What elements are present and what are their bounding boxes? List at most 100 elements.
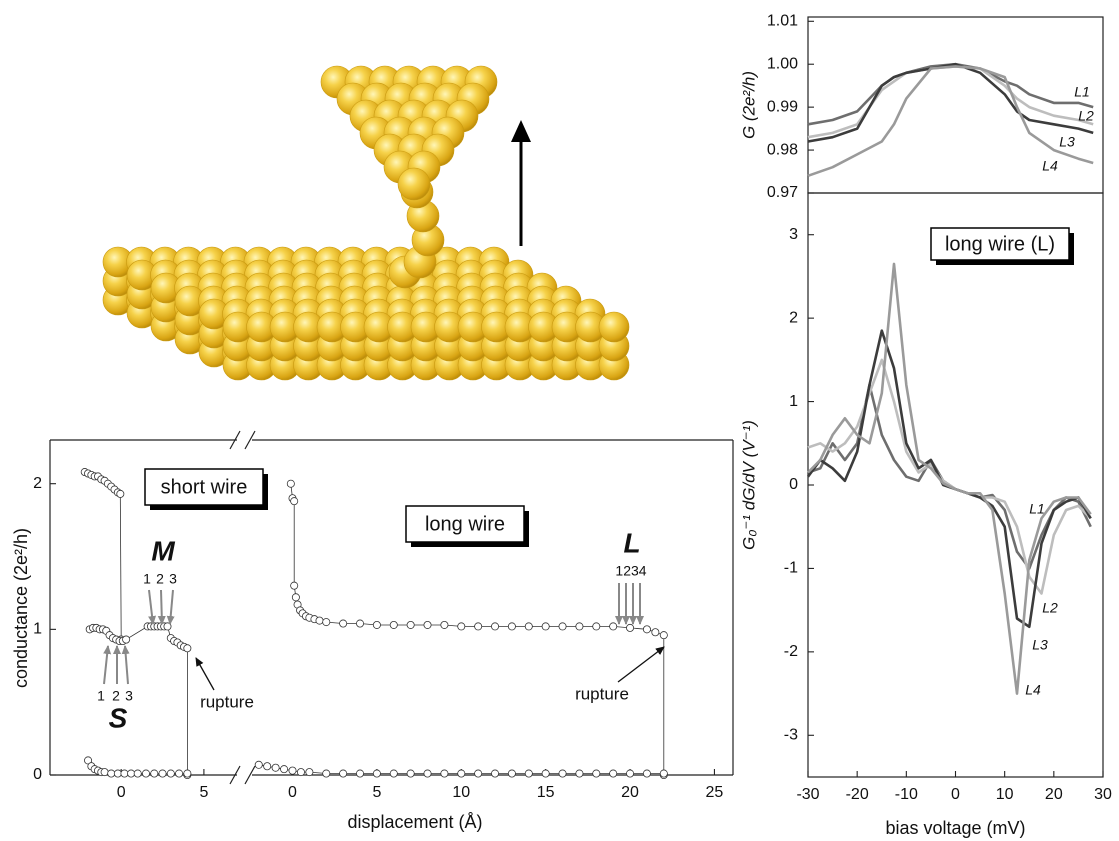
trace-number: 1234: [615, 563, 646, 579]
data-point: [183, 644, 192, 653]
data-point: [290, 581, 299, 590]
data-point: [166, 769, 175, 778]
data-point: [609, 622, 618, 631]
data-point: [423, 769, 432, 778]
x-tick-label: 20: [621, 784, 639, 801]
data-point: [322, 769, 331, 778]
data-point: [339, 769, 348, 778]
data-point: [116, 489, 125, 498]
data-point: [507, 622, 516, 631]
label-box: [144, 468, 264, 506]
data-point: [315, 616, 324, 625]
data-point: [290, 497, 299, 506]
x-tick-label: 10: [996, 786, 1014, 803]
x-tick-label: 20: [1045, 786, 1063, 803]
data-point: [372, 769, 381, 778]
arrow: [195, 657, 215, 691]
y-tick-label: 1.00: [767, 55, 798, 72]
data-point: [457, 769, 466, 778]
arrow: [103, 645, 112, 685]
data-point: [141, 769, 150, 778]
plot-frame: [807, 192, 1104, 778]
data-point: [356, 769, 365, 778]
series-label: L1: [1029, 501, 1045, 517]
axis-break: [229, 430, 241, 450]
series-label: L2: [1078, 108, 1094, 124]
x-tick-label: -10: [895, 786, 918, 803]
pull-arrow-head: [511, 120, 531, 142]
y-tick-label: 2: [789, 309, 798, 326]
x-tick-label: -30: [796, 786, 819, 803]
trace-number: 1: [143, 571, 151, 587]
y-axis-label: G₀⁻¹ dG/dV (V⁻¹): [739, 420, 758, 550]
data-point: [524, 622, 533, 631]
series-label: L2: [1042, 600, 1058, 616]
y-tick-label: 0.97: [767, 184, 798, 201]
data-point: [271, 763, 280, 772]
data-point: [474, 769, 483, 778]
series-line: [807, 383, 1092, 570]
data-point: [356, 619, 365, 628]
data-point: [406, 620, 415, 629]
x-tick-label: -20: [846, 786, 869, 803]
data-point: [659, 769, 668, 778]
axis-break: [229, 765, 241, 785]
data-point: [120, 769, 129, 778]
y-tick-label: 0.98: [767, 141, 798, 158]
y-tick-label: 0.99: [767, 98, 798, 115]
y-tick-label: -2: [784, 643, 798, 660]
atom: [397, 167, 431, 201]
x-axis-label: displacement (Å): [347, 812, 482, 832]
series-label: L4: [1025, 682, 1041, 698]
data-point: [158, 769, 167, 778]
data-point: [107, 769, 116, 778]
x-tick-label: 15: [537, 784, 555, 801]
data-point: [575, 769, 584, 778]
y-tick-label: 0: [33, 766, 42, 783]
data-point: [474, 622, 483, 631]
data-point: [423, 620, 432, 629]
data-point: [575, 622, 584, 631]
plateau-label: S: [109, 702, 128, 733]
x-tick-label: 5: [199, 784, 208, 801]
label-box: [930, 227, 1070, 261]
data-point: [541, 622, 550, 631]
series-line: [806, 329, 1092, 629]
data-point: [280, 765, 289, 774]
data-point: [659, 631, 668, 640]
y-tick-label: 1.01: [767, 13, 798, 30]
data-point: [507, 769, 516, 778]
trace-number: 3: [125, 688, 133, 704]
data-point: [372, 620, 381, 629]
data-point: [389, 620, 398, 629]
data-point: [457, 622, 466, 631]
series-label: L3: [1032, 637, 1048, 653]
x-tick-label: 30: [1094, 786, 1112, 803]
data-point: [626, 769, 635, 778]
y-tick-label: 1: [33, 621, 42, 638]
axis-break: [244, 765, 256, 785]
y-tick-label: 1: [789, 393, 798, 410]
data-point: [254, 760, 263, 769]
data-point: [642, 769, 651, 778]
data-point: [133, 769, 142, 778]
label-box: [405, 505, 525, 543]
arrow: [617, 646, 665, 683]
series-line: [807, 65, 1094, 178]
data-point: [609, 769, 618, 778]
arrow: [148, 589, 157, 625]
series-line: [807, 62, 1094, 143]
data-point: [524, 769, 533, 778]
y-tick-label: -3: [784, 727, 798, 744]
x-tick-label: 0: [288, 784, 297, 801]
trace-number: 1: [97, 688, 105, 704]
plot-frame: [807, 16, 1104, 194]
arrow: [166, 589, 175, 625]
data-point: [322, 618, 331, 627]
data-point: [113, 769, 122, 778]
data-point: [150, 769, 159, 778]
data-point: [558, 769, 567, 778]
label-box-text: long wire: [425, 513, 505, 535]
